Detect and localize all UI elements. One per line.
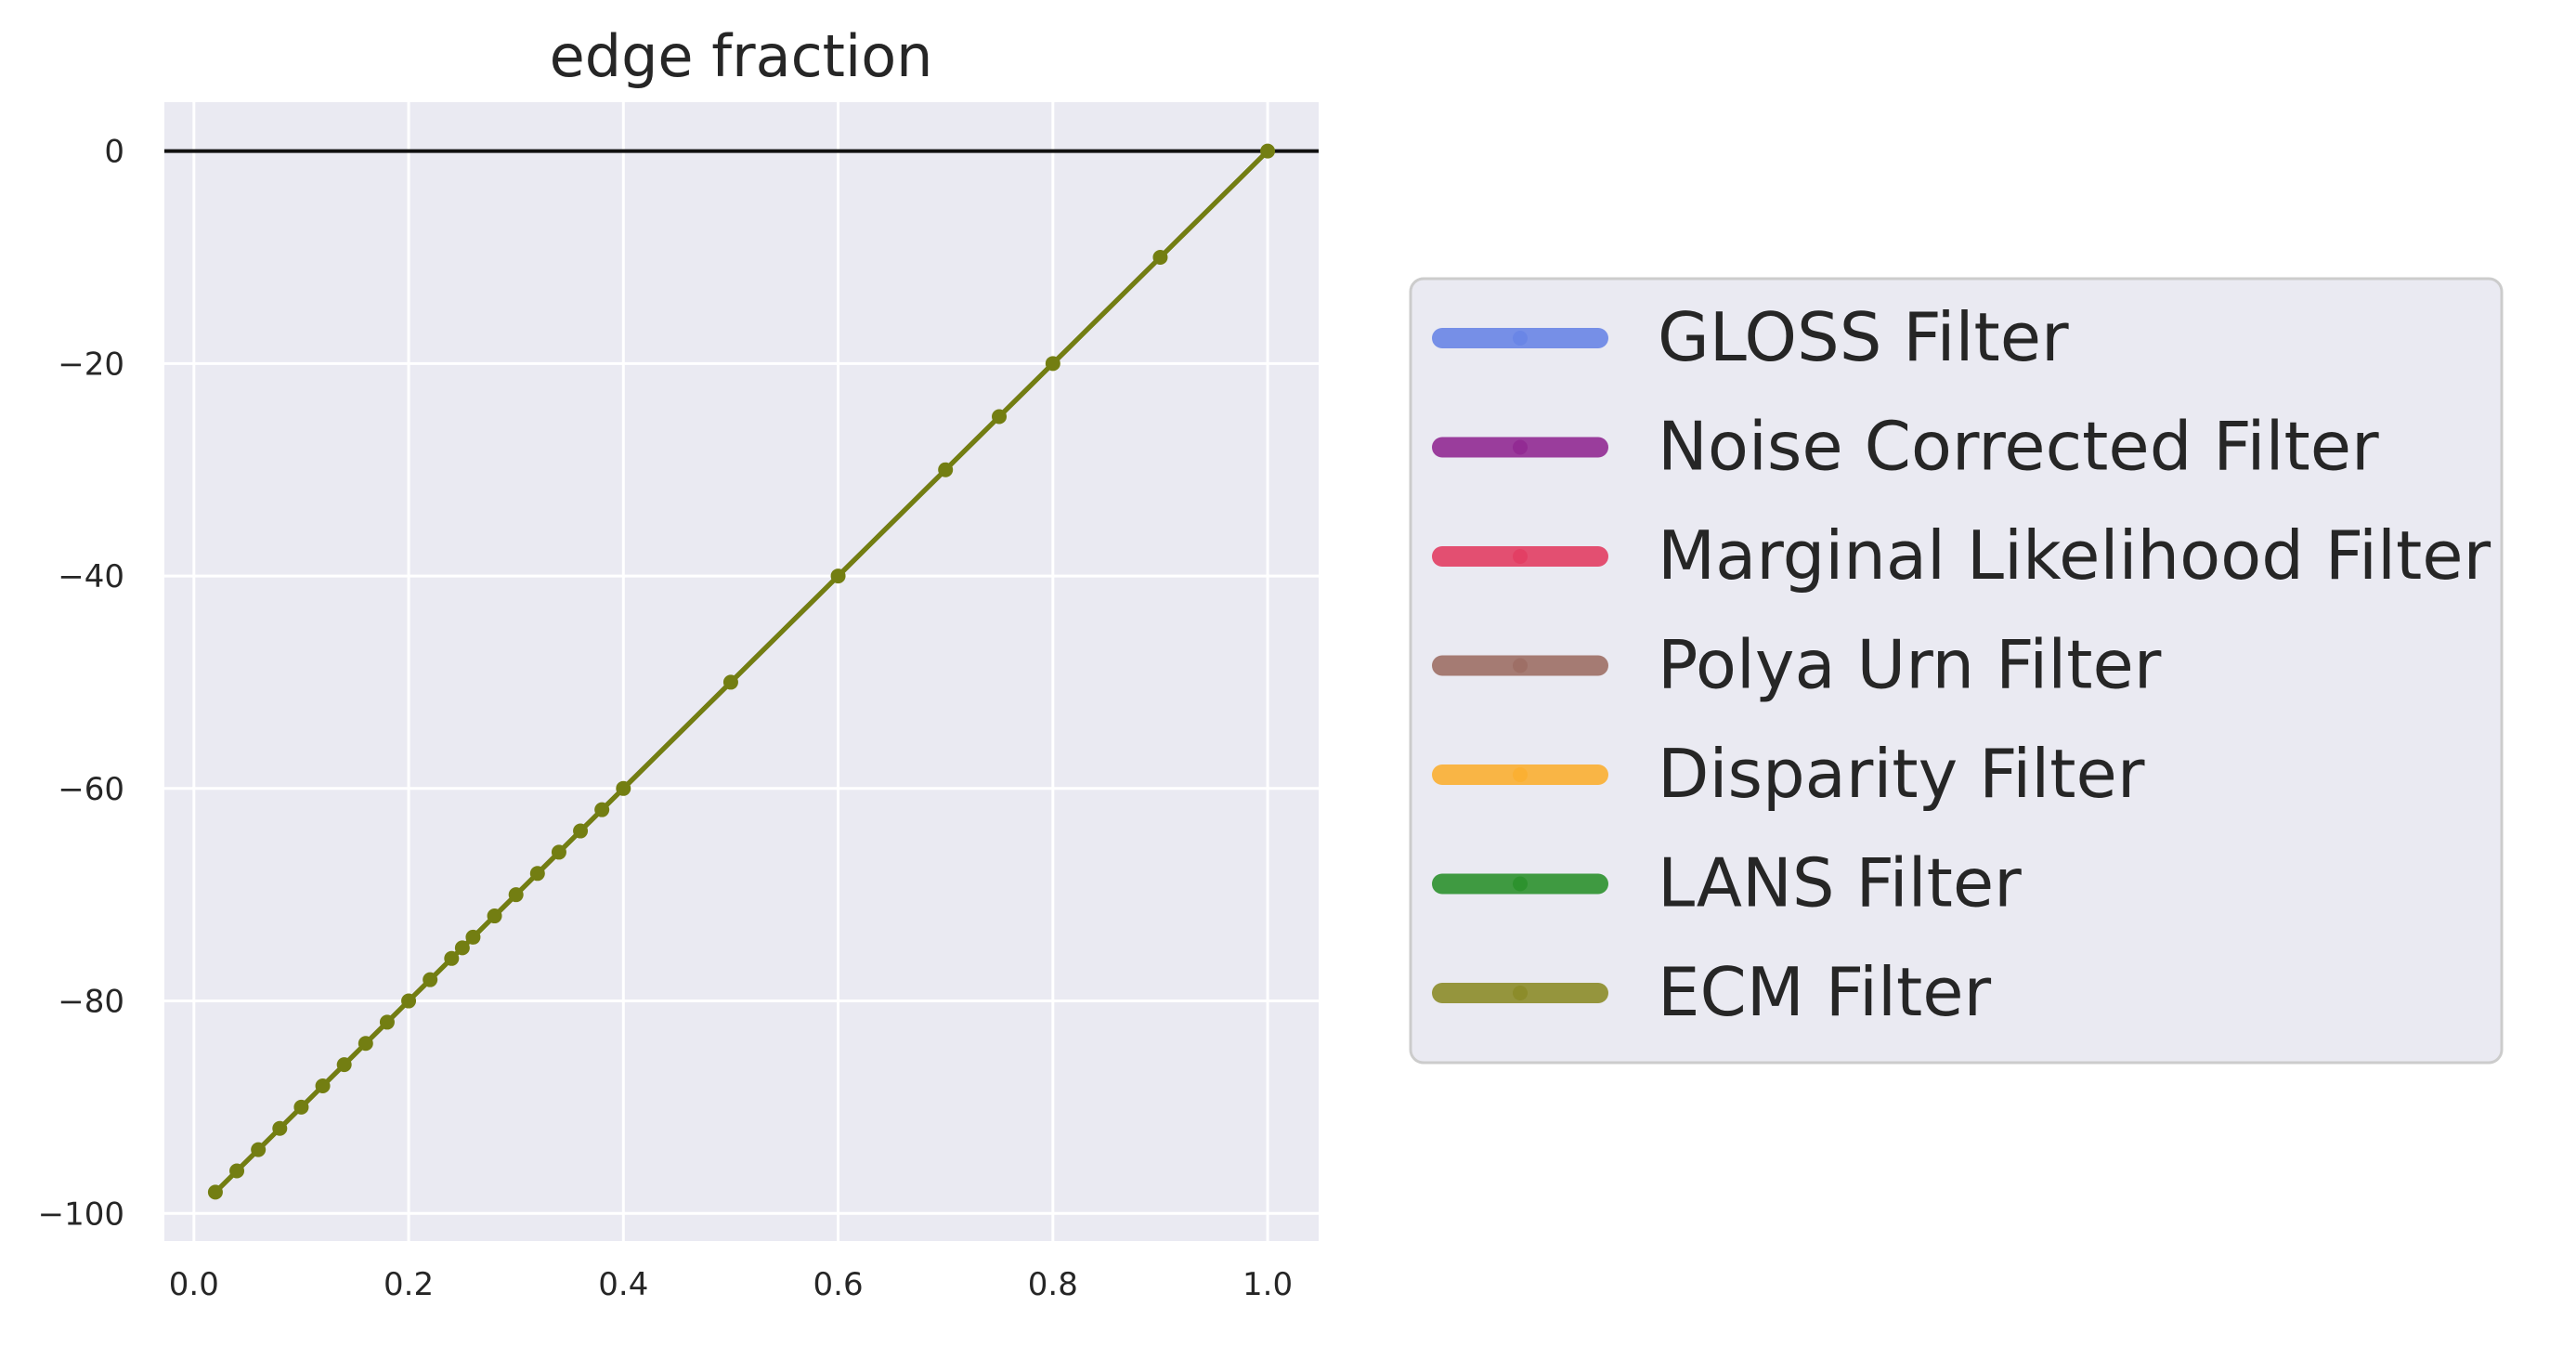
data-point xyxy=(423,972,438,987)
data-point xyxy=(454,940,470,956)
x-tick-label: 0.0 xyxy=(169,1266,219,1303)
y-tick-label: −80 xyxy=(58,984,124,1021)
data-point xyxy=(1045,356,1060,372)
legend-item: Disparity Filter xyxy=(1432,735,2145,813)
x-tick-label: 0.8 xyxy=(1028,1266,1078,1303)
legend-marker xyxy=(1513,986,1528,1000)
data-point xyxy=(529,866,545,882)
legend-item: Marginal Likelihood Filter xyxy=(1432,516,2491,595)
legend-item: ECM Filter xyxy=(1432,953,1991,1031)
data-point xyxy=(401,993,417,1009)
y-tick-label: 0 xyxy=(104,134,124,171)
legend-label: Disparity Filter xyxy=(1658,735,2145,813)
legend-label: LANS Filter xyxy=(1658,844,2022,922)
data-point xyxy=(722,674,738,690)
data-point xyxy=(315,1078,331,1094)
data-point xyxy=(1260,143,1276,159)
data-point xyxy=(251,1142,267,1157)
data-point xyxy=(508,887,524,903)
y-tick-label: −20 xyxy=(58,346,124,383)
data-point xyxy=(272,1120,288,1136)
x-gridlines xyxy=(192,102,1269,1241)
legend-label: GLOSS Filter xyxy=(1658,298,2069,376)
data-points xyxy=(207,143,1276,1200)
x-tick-label: 1.0 xyxy=(1242,1266,1293,1303)
legend-marker xyxy=(1513,549,1528,564)
data-point xyxy=(379,1014,395,1030)
y-tick-label: −40 xyxy=(58,558,124,595)
legend-box xyxy=(1409,277,2504,1065)
data-point xyxy=(336,1057,352,1073)
y-tick-label: −60 xyxy=(58,771,124,808)
x-tick-label: 0.4 xyxy=(598,1266,648,1303)
legend: GLOSS Filter Noise Corrected Filter Margin… xyxy=(1409,277,2504,1065)
chart-title: edge fraction xyxy=(550,22,933,90)
series-line-7 xyxy=(214,149,1269,1195)
data-point xyxy=(358,1036,373,1052)
x-tick-label: 0.2 xyxy=(384,1266,434,1303)
legend-label: Polya Urn Filter xyxy=(1658,626,2162,704)
data-point xyxy=(594,802,610,817)
data-point xyxy=(229,1163,245,1179)
legend-item: Noise Corrected Filter xyxy=(1432,408,2379,486)
data-point xyxy=(992,409,1008,425)
series-lines xyxy=(214,149,1269,1195)
data-point xyxy=(551,844,566,860)
legend-label: Noise Corrected Filter xyxy=(1658,408,2379,486)
data-point xyxy=(573,823,589,839)
data-point xyxy=(465,929,481,945)
data-point xyxy=(207,1184,223,1200)
legend-marker xyxy=(1513,331,1528,346)
y-axis-ticks: 0 −20 −40 −60 −80 −100 xyxy=(38,134,124,1234)
legend-marker xyxy=(1513,876,1528,892)
legend-marker xyxy=(1513,658,1528,673)
data-point xyxy=(616,780,631,796)
legend-marker xyxy=(1513,439,1528,455)
data-point xyxy=(487,908,502,924)
data-point xyxy=(830,568,846,584)
legend-item: LANS Filter xyxy=(1432,844,2022,922)
legend-item: Polya Urn Filter xyxy=(1432,626,2162,704)
legend-label: ECM Filter xyxy=(1658,953,1991,1031)
legend-items: GLOSS Filter Noise Corrected Filter Margin… xyxy=(1432,298,2491,1031)
data-point xyxy=(293,1099,309,1115)
x-tick-label: 0.6 xyxy=(813,1266,864,1303)
legend-label: Marginal Likelihood Filter xyxy=(1658,516,2491,595)
y-tick-label: −100 xyxy=(38,1196,124,1233)
x-axis-ticks: 0.0 0.2 0.4 0.6 0.8 1.0 xyxy=(169,1266,1293,1303)
legend-item: GLOSS Filter xyxy=(1432,298,2069,376)
data-point xyxy=(444,950,460,966)
data-point xyxy=(938,462,954,477)
legend-marker xyxy=(1513,767,1528,782)
data-point xyxy=(1152,249,1168,265)
